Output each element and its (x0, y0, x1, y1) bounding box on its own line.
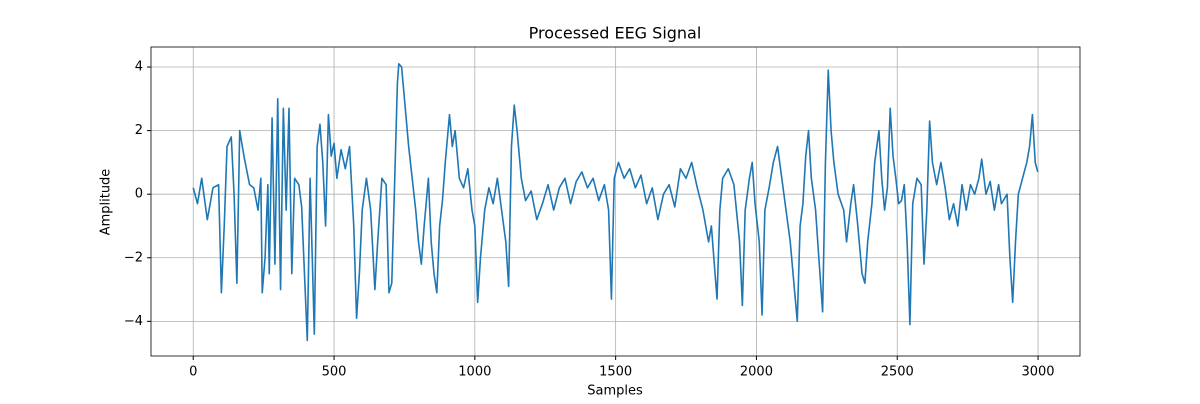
x-tick-label: 0 (189, 365, 197, 380)
y-tick-label: −4 (124, 314, 143, 329)
plot-frame (150, 46, 1081, 357)
x-tick-label: 500 (322, 365, 347, 380)
x-tick-label: 2500 (881, 365, 914, 380)
y-tick-label: 0 (135, 187, 143, 202)
x-tick-label: 2000 (740, 365, 773, 380)
chart-title: Processed EEG Signal (529, 24, 702, 43)
y-axis-label: Amplitude (99, 169, 114, 236)
signal-line (192, 63, 1039, 342)
x-axis-label: Samples (587, 384, 643, 399)
x-tick-label: 3000 (1021, 365, 1054, 380)
y-tick-label: 4 (135, 60, 143, 75)
y-tick-label: 2 (135, 123, 143, 138)
x-tick-label: 1500 (599, 365, 632, 380)
y-tick-label: −2 (124, 250, 143, 265)
x-tick-label: 1000 (458, 365, 491, 380)
